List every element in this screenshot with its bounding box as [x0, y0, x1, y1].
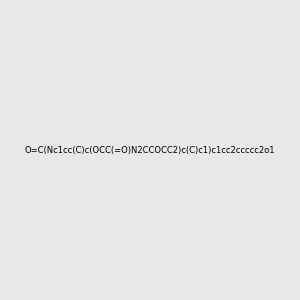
- Text: O=C(Nc1cc(C)c(OCC(=O)N2CCOCC2)c(C)c1)c1cc2ccccc2o1: O=C(Nc1cc(C)c(OCC(=O)N2CCOCC2)c(C)c1)c1c…: [25, 146, 275, 154]
